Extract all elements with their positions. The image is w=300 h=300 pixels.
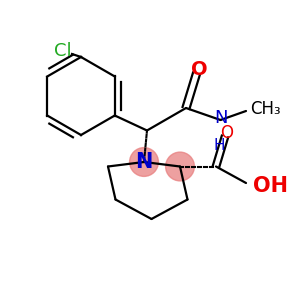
Text: N: N xyxy=(214,109,227,127)
Text: O: O xyxy=(220,124,233,142)
Text: N: N xyxy=(135,152,153,172)
Circle shape xyxy=(130,148,158,176)
Text: H: H xyxy=(213,138,225,153)
Text: O: O xyxy=(191,60,208,80)
Text: CH₃: CH₃ xyxy=(250,100,281,118)
Circle shape xyxy=(166,152,194,181)
Text: Cl: Cl xyxy=(54,42,72,60)
Text: OH: OH xyxy=(254,176,289,196)
